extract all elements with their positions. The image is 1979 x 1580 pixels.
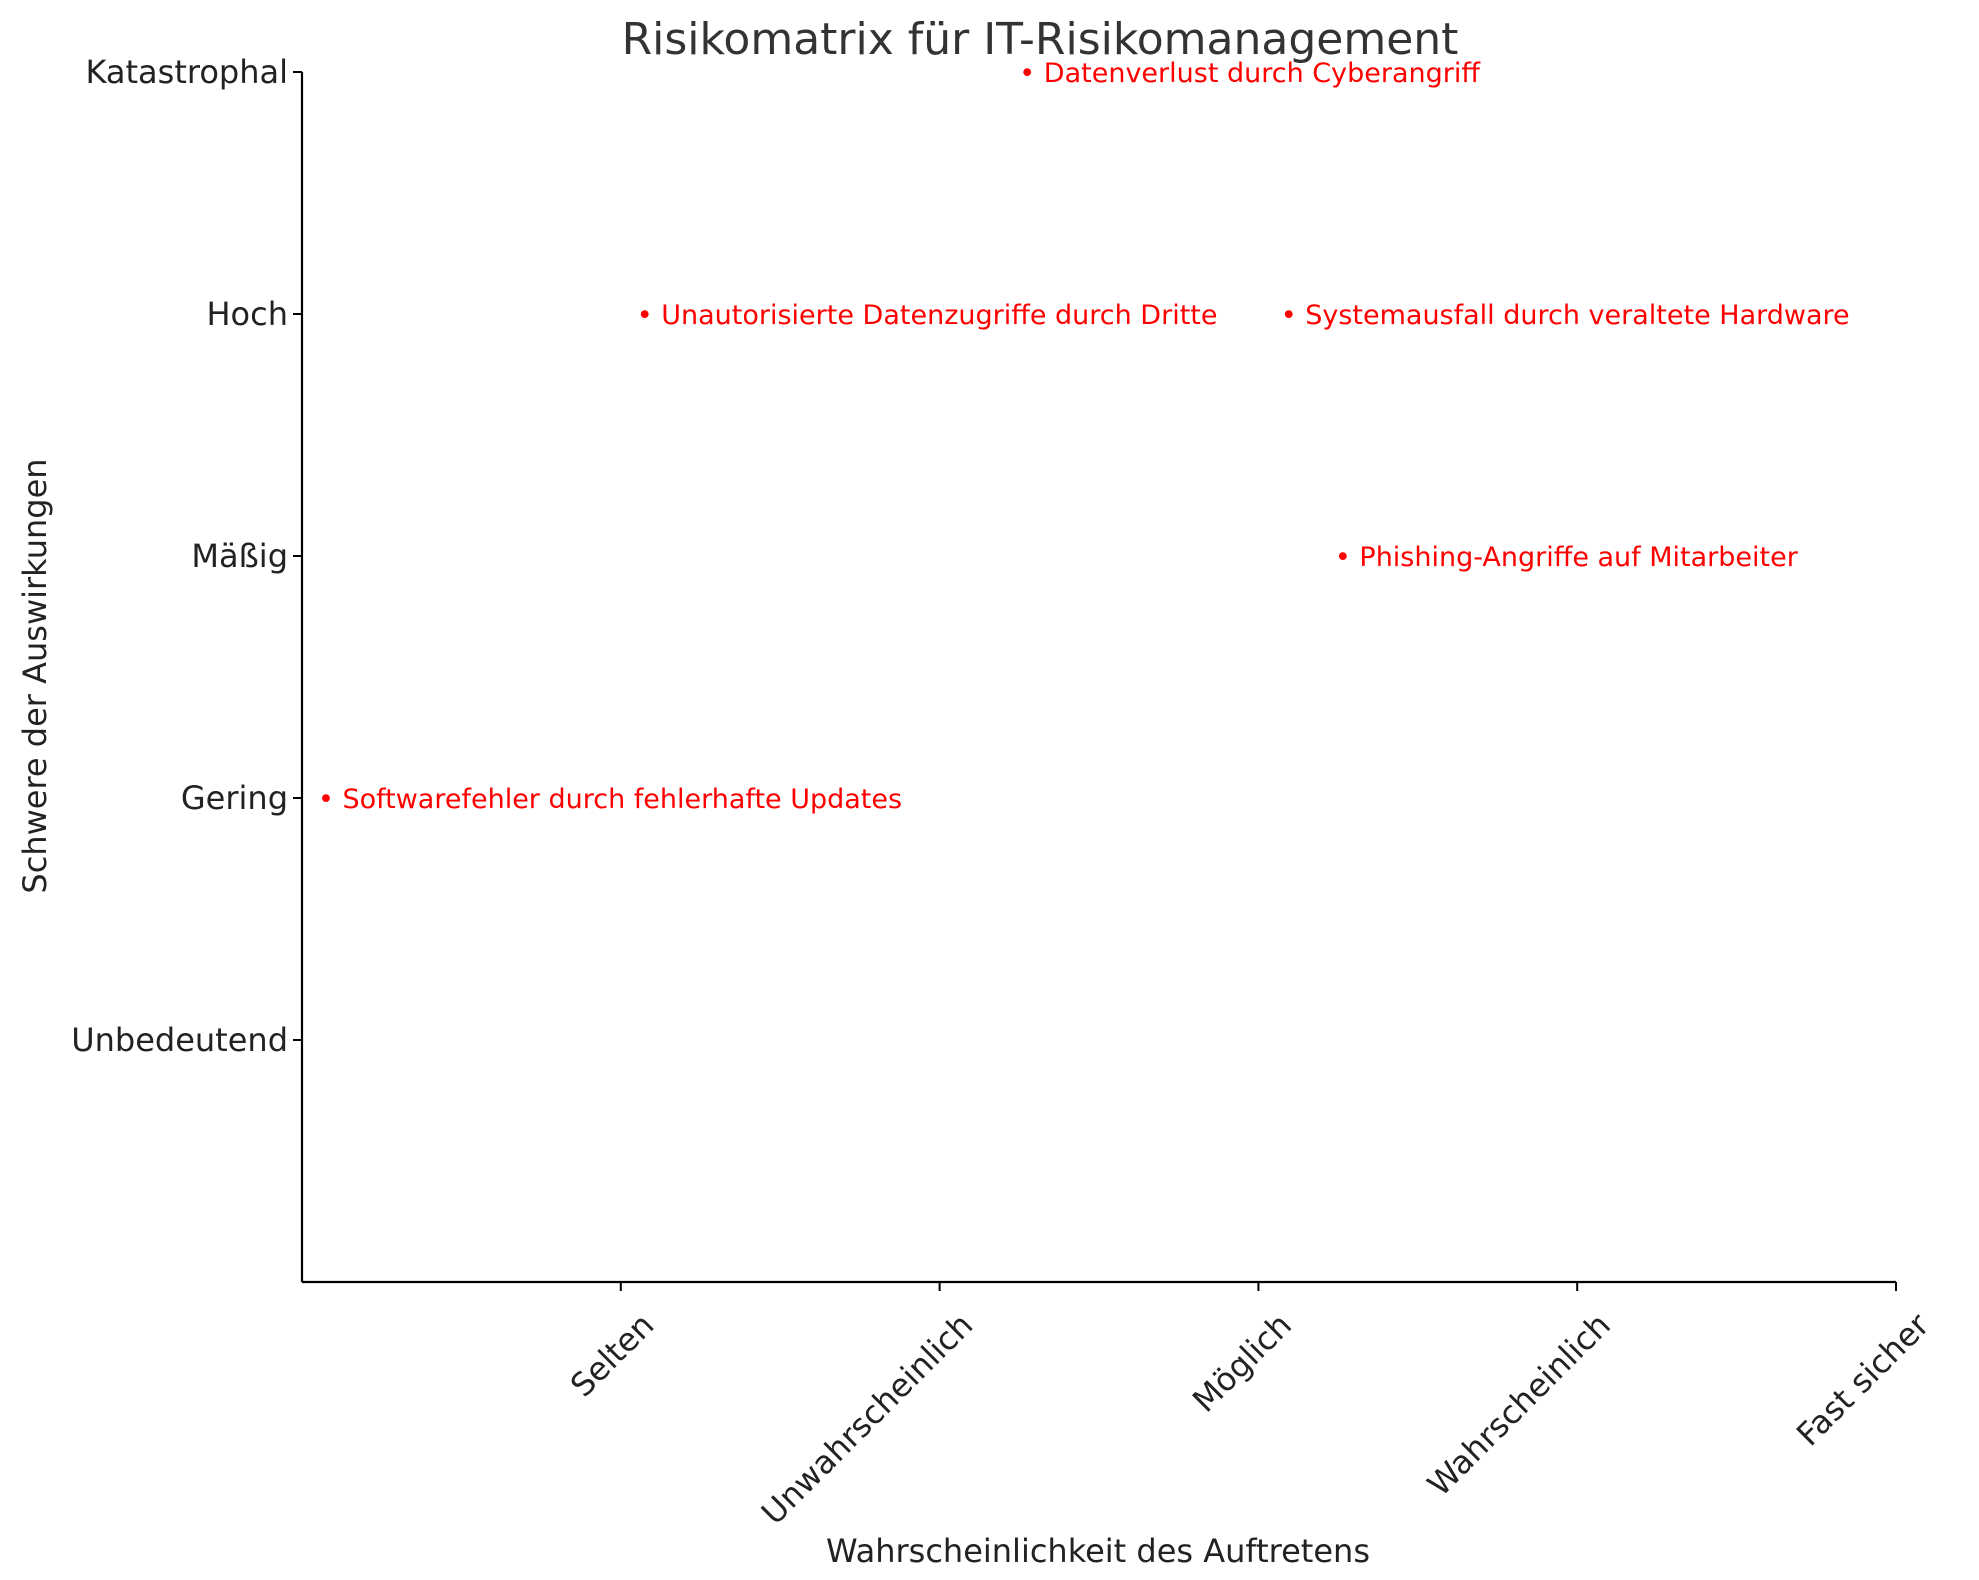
- x-tick-label: Möglich: [1185, 1306, 1299, 1420]
- risk-point-label: • Systemausfall durch veraltete Hardware: [1281, 300, 1850, 331]
- x-axis-label: Wahrscheinlichkeit des Auftretens: [826, 1532, 1370, 1570]
- y-tick-label: Mäßig: [191, 537, 288, 575]
- x-tick-label: Fast sicher: [1789, 1305, 1937, 1453]
- chart-title: Risikomatrix für IT-Risikomanagement: [622, 14, 1459, 65]
- risk-point-label: • Phishing-Angriffe auf Mitarbeiter: [1335, 542, 1799, 573]
- y-axis-ticks: Unbedeutend Gering Mäßig Hoch Katastrophal: [71, 53, 302, 1059]
- x-tick-label: Selten: [563, 1306, 662, 1405]
- y-tick-label: Hoch: [206, 295, 288, 333]
- x-axis-ticks: Selten Unwahrscheinlich Möglich Wahrscheinl…: [563, 1282, 1937, 1532]
- risk-point-label: • Datenverlust durch Cyberangriff: [1019, 58, 1481, 89]
- risk-point-label: • Unautorisierte Datenzugriffe durch Dri…: [637, 300, 1218, 331]
- y-tick-label: Katastrophal: [85, 53, 288, 91]
- y-tick-label: Gering: [181, 779, 288, 817]
- x-tick-label: Wahrscheinlich: [1420, 1306, 1618, 1504]
- risk-point-label: • Softwarefehler durch fehlerhafte Updat…: [318, 784, 902, 815]
- x-tick-label: Unwahrscheinlich: [754, 1306, 980, 1532]
- y-tick-label: Unbedeutend: [71, 1021, 288, 1059]
- y-axis-label: Schwere der Auswirkungen: [16, 458, 54, 893]
- risk-points: • Datenverlust durch Cyberangriff • Unaut…: [318, 58, 1850, 815]
